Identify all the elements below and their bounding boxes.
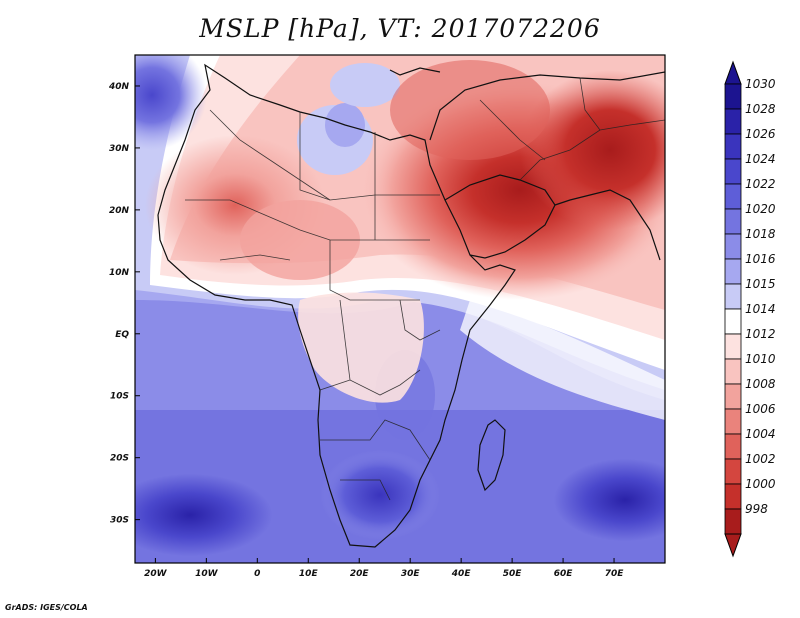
colorbar-swatch bbox=[724, 108, 742, 135]
colorbar-swatch bbox=[724, 433, 742, 460]
lon-tick-label: 20W bbox=[144, 569, 168, 579]
lat-tick-label: 30S bbox=[110, 516, 129, 526]
colorbar-label: 1012 bbox=[745, 327, 776, 341]
lat-tick-label: 20S bbox=[110, 454, 129, 464]
colorbar-swatch bbox=[724, 458, 742, 485]
lat-tick-label: 10N bbox=[109, 268, 130, 278]
plot-frame bbox=[134, 54, 666, 564]
colorbar-label: 1026 bbox=[745, 127, 776, 141]
colorbar-swatch bbox=[724, 133, 742, 160]
colorbar-label: 1028 bbox=[745, 102, 776, 116]
colorbar-swatch bbox=[724, 183, 742, 210]
lon-tick-label: 70E bbox=[605, 569, 625, 579]
colorbar-swatch bbox=[724, 83, 742, 110]
colorbar-swatch bbox=[724, 508, 742, 535]
map-title: MSLP [hPa], VT: 2017072206 bbox=[199, 14, 601, 43]
colorbar-swatch bbox=[724, 408, 742, 435]
pressure-field bbox=[135, 55, 665, 563]
colorbar-label: 1020 bbox=[745, 202, 776, 216]
colorbar-label: 1000 bbox=[745, 477, 776, 491]
colorbar-swatch bbox=[724, 208, 742, 235]
longitude-axis: 20W 10W 0 10E 20E 30E 40E 50E 60E 70E bbox=[144, 558, 624, 579]
lat-tick-label: 20N bbox=[109, 206, 130, 216]
colorbar-swatch bbox=[724, 333, 742, 360]
colorbar-swatch bbox=[724, 358, 742, 385]
lon-tick-label: 50E bbox=[503, 569, 523, 579]
colorbar-bottom-extension bbox=[724, 533, 742, 558]
lat-tick-label: EQ bbox=[115, 330, 129, 340]
credit-text: GrADS: IGES/COLA bbox=[5, 603, 88, 612]
lon-tick-label: 0 bbox=[254, 569, 260, 579]
coastlines bbox=[157, 63, 665, 548]
colorbar-swatch bbox=[724, 483, 742, 510]
colorbar-label: 1022 bbox=[745, 177, 776, 191]
colorbar-label: 998 bbox=[745, 502, 768, 516]
lon-tick-label: 20E bbox=[350, 569, 370, 579]
colorbar-label: 1006 bbox=[745, 402, 776, 416]
latitude-axis: 40N 30N 20N 10N EQ 10S 20S 30S bbox=[108, 82, 140, 526]
lon-tick-label: 60E bbox=[554, 569, 574, 579]
colorbar-label: 1018 bbox=[745, 227, 776, 241]
lon-tick-label: 30E bbox=[401, 569, 421, 579]
colorbar-swatch bbox=[724, 233, 742, 260]
colorbar-label: 1004 bbox=[745, 427, 776, 441]
lat-tick-label: 30N bbox=[109, 144, 130, 154]
colorbar-label: 1016 bbox=[745, 252, 776, 266]
colorbar-swatch bbox=[724, 308, 742, 335]
colorbar-label: 1030 bbox=[745, 77, 776, 91]
lon-tick-label: 40E bbox=[451, 569, 472, 579]
colorbar-label: 1010 bbox=[745, 352, 776, 366]
colorbar-swatch bbox=[724, 258, 742, 285]
lat-tick-label: 40N bbox=[108, 82, 130, 92]
lon-tick-label: 10W bbox=[195, 569, 219, 579]
country-borders bbox=[185, 77, 665, 501]
colorbar-label: 1024 bbox=[745, 152, 776, 166]
colorbar-top-extension bbox=[724, 60, 742, 85]
colorbar-swatch bbox=[724, 383, 742, 410]
colorbar-label: 1015 bbox=[745, 277, 776, 291]
lon-tick-label: 10E bbox=[299, 569, 319, 579]
colorbar-label: 1002 bbox=[745, 452, 776, 466]
colorbar: 1030 1028 1026 1024 1022 1020 1018 1016 1015 1014… bbox=[724, 60, 776, 558]
colorbar-swatch bbox=[724, 158, 742, 185]
colorbar-swatch bbox=[724, 283, 742, 310]
lat-tick-label: 10S bbox=[110, 392, 129, 402]
colorbar-label: 1008 bbox=[745, 377, 776, 391]
colorbar-label: 1014 bbox=[745, 302, 776, 316]
